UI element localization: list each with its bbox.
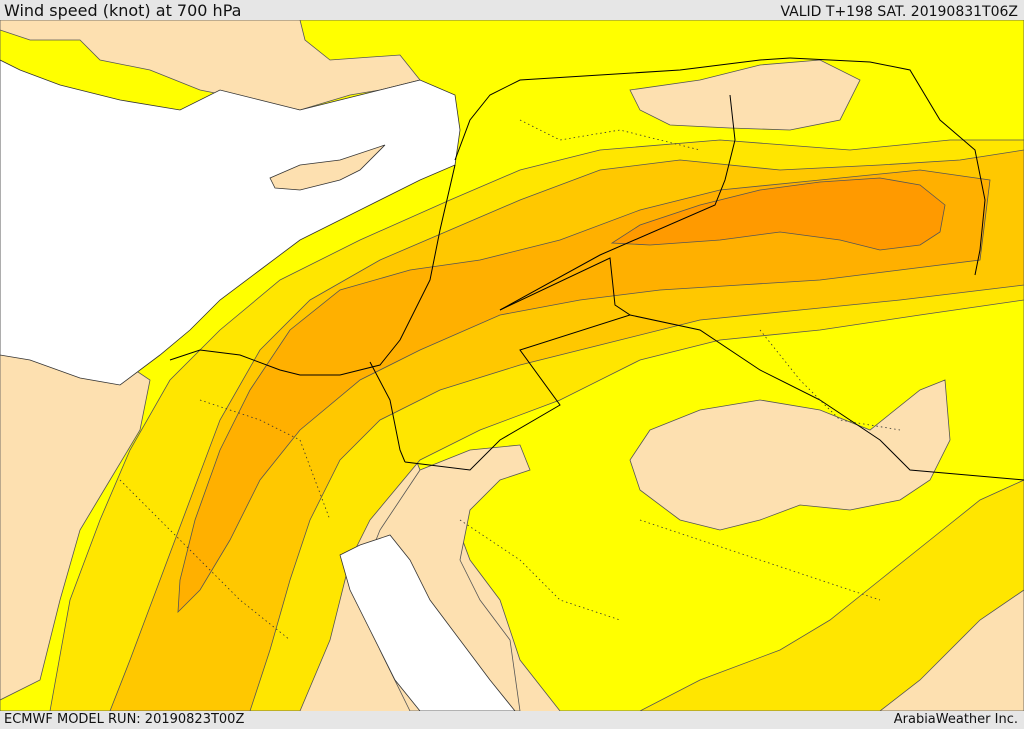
- border-syria-iraq: [499, 94, 736, 311]
- header-bar: [0, 0, 1024, 20]
- border-coast-levant: [169, 164, 456, 376]
- credit-label: ArabiaWeather Inc.: [893, 712, 1018, 727]
- wind-band-2-southeast: [639, 479, 1024, 711]
- land-patch-iraq: [629, 59, 861, 131]
- wind-band-5: [610, 177, 946, 251]
- map-title: Wind speed (knot) at 700 hPa: [4, 1, 242, 20]
- border-iraq-saudi: [629, 314, 1024, 481]
- admin-line-1: [199, 399, 331, 521]
- wind-band-4: [177, 169, 991, 614]
- admin-boundaries: [119, 119, 901, 641]
- admin-line-5: [759, 329, 901, 431]
- cyprus-island: [269, 144, 386, 191]
- border-egypt-israel: [369, 361, 406, 463]
- admin-line-4: [459, 519, 621, 621]
- border-turkey-syria: [454, 57, 791, 161]
- border-jordan: [404, 257, 632, 471]
- border-iraq-iran: [789, 57, 986, 276]
- wind-band-3: [109, 149, 1024, 711]
- admin-line-6: [119, 479, 291, 641]
- model-run-label: ECMWF MODEL RUN: 20190823T00Z: [4, 712, 245, 727]
- sea-red-sea: [339, 534, 516, 711]
- valid-time-label: VALID T+198 SAT. 20190831T06Z: [780, 4, 1018, 20]
- land-patch-saudi: [629, 379, 951, 531]
- country-borders: [169, 57, 1024, 481]
- wind-speed-map: [0, 20, 1024, 711]
- admin-line-3: [639, 519, 881, 601]
- footer-bar: [0, 711, 1024, 729]
